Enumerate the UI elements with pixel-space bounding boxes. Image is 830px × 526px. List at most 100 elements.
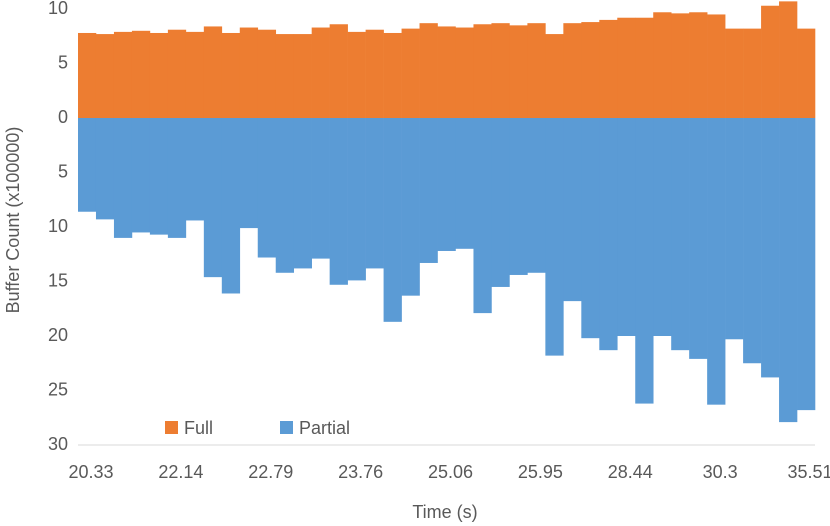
y-tick-label: 10 xyxy=(48,216,68,236)
bar xyxy=(203,118,223,278)
bar xyxy=(311,118,330,259)
bar xyxy=(329,118,348,285)
bar xyxy=(653,118,672,336)
bar xyxy=(419,118,438,263)
legend-label: Partial xyxy=(299,418,350,438)
bar xyxy=(401,118,420,296)
x-tick-label: 22.14 xyxy=(158,462,203,482)
bar xyxy=(221,118,241,294)
bar xyxy=(167,29,187,118)
bar xyxy=(707,14,726,119)
bar xyxy=(455,118,474,249)
bar xyxy=(311,27,330,119)
bar xyxy=(509,118,528,275)
y-tick-label: 0 xyxy=(58,107,68,127)
bar xyxy=(491,23,510,119)
bar xyxy=(689,118,708,359)
bar xyxy=(383,32,402,119)
x-tick-label: 25.95 xyxy=(518,462,563,482)
y-tick-label: 5 xyxy=(58,52,68,72)
bar xyxy=(743,28,762,118)
bar xyxy=(131,118,151,233)
bar xyxy=(725,118,744,340)
bar xyxy=(149,118,169,235)
bar xyxy=(149,32,169,119)
y-tick-label: 10 xyxy=(48,0,68,18)
y-tick-label: 20 xyxy=(48,325,68,345)
bar xyxy=(401,28,420,118)
bar xyxy=(275,118,295,273)
bar xyxy=(779,1,798,118)
bar xyxy=(563,118,582,302)
y-tick-label: 30 xyxy=(48,434,68,454)
bar xyxy=(743,118,762,364)
bar xyxy=(275,34,295,118)
bar xyxy=(599,19,618,118)
bar xyxy=(671,118,690,351)
bar xyxy=(203,26,223,118)
bar xyxy=(779,118,798,423)
x-tick-label: 20.33 xyxy=(68,462,113,482)
x-tick-label: 28.44 xyxy=(608,462,653,482)
bar xyxy=(707,118,726,405)
y-tick-label: 5 xyxy=(58,161,68,181)
bar xyxy=(365,29,384,118)
bar xyxy=(761,118,780,378)
bar xyxy=(95,118,115,220)
bar xyxy=(257,118,277,258)
bar xyxy=(239,27,259,119)
bar xyxy=(113,31,133,118)
bar xyxy=(185,118,205,221)
bar xyxy=(78,118,97,212)
bar xyxy=(761,5,780,118)
bar xyxy=(671,13,690,118)
bar xyxy=(473,24,492,118)
bar xyxy=(545,118,564,356)
bar xyxy=(113,118,133,238)
y-axis-title: Buffer Count (x100000) xyxy=(3,127,23,314)
bar xyxy=(239,118,259,229)
bar xyxy=(797,118,816,411)
legend-label: Full xyxy=(184,418,213,438)
legend-swatch xyxy=(280,421,293,434)
bar xyxy=(78,32,97,119)
bar xyxy=(689,12,708,119)
bar xyxy=(347,31,366,118)
bar xyxy=(383,118,402,322)
bar xyxy=(473,118,492,314)
bar xyxy=(491,118,510,287)
bar xyxy=(581,118,600,339)
bar xyxy=(617,118,636,336)
bar xyxy=(419,23,438,119)
x-tick-label: 23.76 xyxy=(338,462,383,482)
bar xyxy=(257,29,277,118)
bar xyxy=(365,118,384,269)
bar xyxy=(167,118,187,238)
bar xyxy=(527,118,546,273)
bar xyxy=(185,31,205,118)
bar xyxy=(131,30,151,118)
bar xyxy=(797,28,816,118)
x-tick-label: 22.79 xyxy=(248,462,293,482)
bar xyxy=(545,34,564,118)
bar xyxy=(221,32,241,119)
bar xyxy=(437,26,456,118)
x-tick-label: 30.3 xyxy=(703,462,738,482)
bar xyxy=(329,24,348,118)
y-tick-label: 15 xyxy=(48,270,68,290)
x-axis-title: Time (s) xyxy=(412,502,477,522)
legend-swatch xyxy=(165,421,178,434)
bar xyxy=(635,118,654,404)
bar xyxy=(95,34,115,118)
x-tick-label: 25.06 xyxy=(428,462,473,482)
bar xyxy=(617,17,636,118)
bar xyxy=(455,27,474,119)
y-tick-label: 25 xyxy=(48,379,68,399)
bar xyxy=(581,22,600,118)
bar xyxy=(563,23,582,119)
bar xyxy=(437,118,456,251)
bar xyxy=(509,25,528,119)
x-tick-label: 35.51 xyxy=(787,462,830,482)
